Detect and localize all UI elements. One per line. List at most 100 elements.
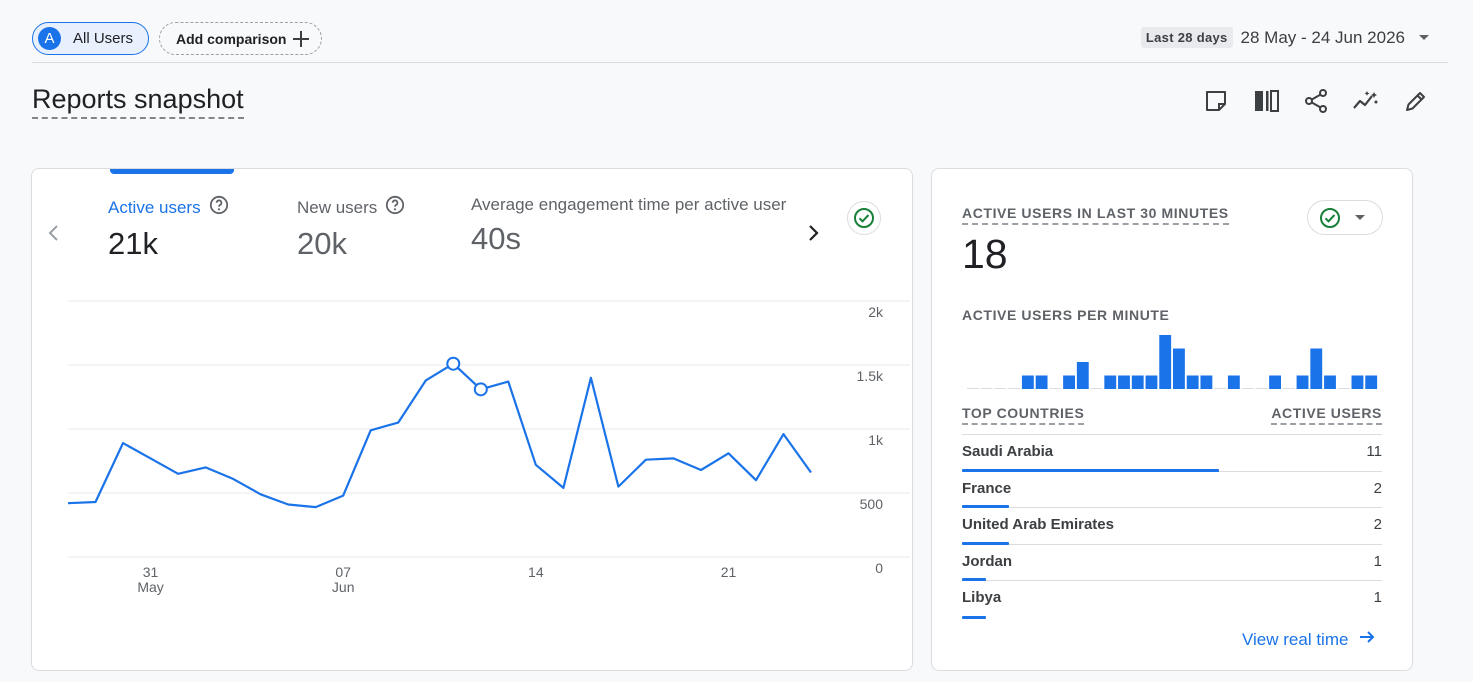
series-line-active-users [67,362,812,509]
y-tick-label: 2k [868,304,884,320]
arrow-right-icon [1358,628,1376,651]
add-comparison-label: Add comparison [176,30,287,47]
per-minute-bar [1021,375,1034,389]
per-minute-bar [1227,375,1240,389]
column-header-active-users[interactable]: ACTIVE USERS [1271,405,1382,425]
realtime-options-button[interactable] [1307,200,1383,235]
per-minute-bar [1173,348,1185,389]
table-row: Libya 1 [962,581,1382,619]
table-row: United Arab Emirates 2 [962,508,1382,545]
compare-icon[interactable] [1252,87,1280,115]
per-minute-bar [1104,375,1117,389]
per-minute-bar [1365,375,1378,389]
y-tick-label: 500 [860,496,884,512]
per-minute-bar [1049,388,1062,389]
country-name: France [962,479,1012,497]
segment-chip-all-users[interactable]: A All Users [32,22,149,55]
per-minute-bar [1337,388,1350,389]
table-row: Jordan 1 [962,545,1382,581]
date-range-picker[interactable]: Last 28 days 28 May - 24 Jun 2026 [1140,27,1429,48]
per-minute-bar [967,388,979,389]
metric-tab-avg-engagement[interactable]: Average engagement time per active user … [471,195,793,257]
table-row: France 2 [962,472,1382,508]
per-minute-bar [994,388,1007,389]
per-minute-bar [1076,362,1089,389]
per-minute-bar [1131,375,1144,389]
view-realtime-label: View real time [1242,629,1349,649]
per-minute-bar [1310,348,1323,389]
add-comparison-button[interactable]: Add comparison [159,22,322,55]
help-icon[interactable] [385,195,405,220]
country-share-bar [962,578,986,581]
country-name: Libya [962,589,1002,606]
per-minute-bar [1186,375,1199,389]
per-minute-bar-chart [967,335,1378,389]
per-minute-bar [1090,388,1103,389]
countries-table: Saudi Arabia 11 France 2 United Arab Emi… [962,435,1382,619]
country-value: 11 [1366,443,1382,460]
caret-down-icon [1419,35,1429,40]
per-minute-bar [1035,375,1048,389]
per-minute-bar [1324,375,1336,389]
page-title: Reports snapshot [32,84,244,119]
per-minute-bar [1145,375,1158,389]
data-point-marker [473,382,488,397]
per-minute-title: ACTIVE USERS PER MINUTE [962,307,1170,323]
caret-down-icon [1355,215,1365,220]
plus-icon [290,28,312,53]
segment-avatar: A [38,27,61,50]
x-tick-label: 14 [528,564,544,580]
per-minute-bar [1255,388,1268,389]
country-value: 1 [1373,552,1382,570]
metric-tab-new-users[interactable]: New users 20k [297,195,405,262]
metric-label: Active users [108,197,201,217]
metric-tab-active-users[interactable]: Active users 21k [108,195,229,262]
country-share-bar [962,541,1009,545]
x-tick-month-label: Jun [332,579,355,595]
view-realtime-link[interactable]: View real time [1242,628,1376,651]
help-icon[interactable] [209,195,229,220]
insights-icon[interactable] [1352,87,1380,115]
metric-value: 20k [297,226,347,261]
edit-icon[interactable] [1402,87,1430,115]
metric-label: Average engagement time per active user [471,195,787,214]
country-share-bar [962,505,1009,508]
country-name: Jordan [962,552,1013,570]
note-icon[interactable] [1202,87,1230,115]
realtime-value: 18 [962,231,1008,277]
country-name: United Arab Emirates [962,516,1114,533]
per-minute-bar [1241,388,1254,389]
chevron-right-icon[interactable] [805,221,821,250]
realtime-card: ACTIVE USERS IN LAST 30 MINUTES 18 ACTIV… [931,168,1413,671]
data-quality-check-button[interactable] [847,201,881,235]
y-tick-label: 1k [868,432,884,448]
country-value: 1 [1373,589,1382,606]
country-value: 2 [1373,516,1382,533]
per-minute-bar [1214,388,1227,389]
per-minute-bar [1351,375,1364,389]
overview-card: Active users 21k New users 20k Average e… [31,168,913,671]
per-minute-bar [980,388,993,389]
y-tick-label: 1.5k [857,368,884,384]
x-tick-label: 31 [143,564,159,580]
check-circle-icon [1320,207,1340,228]
metric-value: 40s [471,221,521,256]
table-row: Saudi Arabia 11 [962,435,1382,472]
per-minute-bar [1008,388,1021,389]
column-header-countries[interactable]: TOP COUNTRIES [962,405,1085,425]
chevron-left-icon[interactable] [46,221,62,250]
per-minute-bar [1200,375,1213,389]
share-icon[interactable] [1302,87,1330,115]
segment-label: All Users [73,30,134,47]
per-minute-bar [1269,375,1281,389]
x-tick-label: 07 [335,564,351,580]
per-minute-bar [1118,375,1130,389]
toolbar [1202,87,1452,115]
countries-table-header: TOP COUNTRIES ACTIVE USERS [962,405,1382,435]
data-point-marker [446,356,461,371]
country-share-bar [962,468,1219,472]
divider [32,62,1448,63]
country-name: Saudi Arabia [962,443,1054,460]
metric-value: 21k [108,226,158,261]
